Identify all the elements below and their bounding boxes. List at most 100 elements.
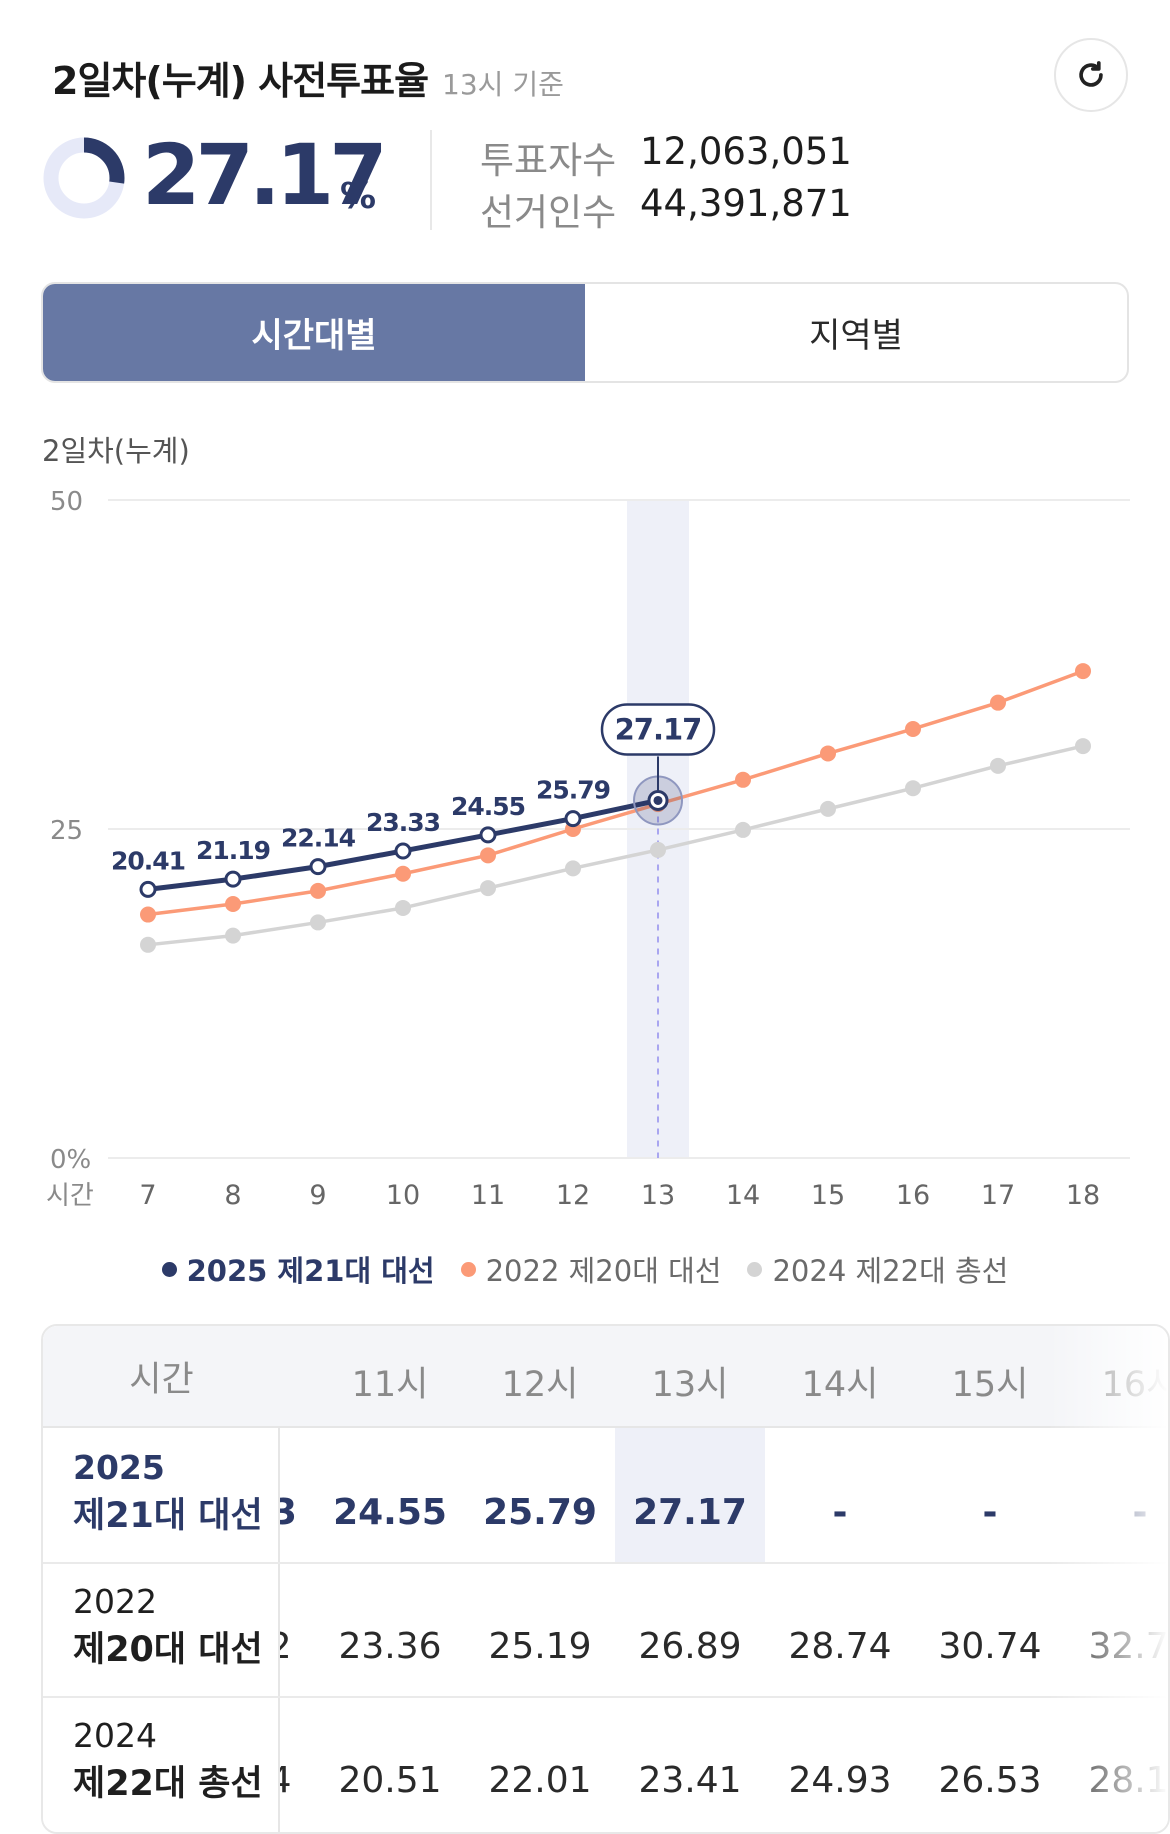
table-header-cell: 14시 <box>801 1365 879 1405</box>
table-row-label: 2024 제22대 총선 <box>73 1716 263 1806</box>
turnout-rate: 27.17 <box>142 126 388 224</box>
turnout-table: 10시11시12시13시14시15시16시23.3324.5525.7927.1… <box>41 1324 1170 1834</box>
electorate-value: 44,391,871 <box>640 182 852 225</box>
series-line <box>147 669 1084 917</box>
table-header-cell: 12시 <box>501 1365 579 1405</box>
legend-dot-icon <box>460 1261 476 1277</box>
x-axis-label: 시간 <box>46 1181 94 1211</box>
data-point <box>140 906 156 923</box>
data-label: 22.14 <box>281 824 356 853</box>
data-point <box>905 720 921 737</box>
data-point <box>480 847 496 864</box>
data-point <box>309 858 327 876</box>
data-label: 23.33 <box>366 808 440 837</box>
turnout-summary: 27.17 % 투표자수 12,063,051 선거인수 44,391,871 <box>42 126 1132 240</box>
data-point <box>990 757 1006 774</box>
legend-label: 2025 제21대 대선 <box>186 1254 435 1288</box>
table-cell: 26.53 <box>938 1760 1042 1801</box>
data-point <box>564 810 582 828</box>
scroll-fade <box>1048 1326 1168 1832</box>
voters-stat: 투표자수 12,063,051 <box>480 130 852 184</box>
table-cell: 21.62 <box>280 1626 315 1667</box>
x-tick-label: 10 <box>386 1180 420 1211</box>
tab-by-region[interactable]: 지역별 <box>809 316 903 356</box>
x-tick-label: 9 <box>309 1180 326 1211</box>
as-of-time: 13시 기준 <box>442 68 564 101</box>
data-point <box>735 821 751 838</box>
table-header-row <box>280 1326 1168 1428</box>
view-tabs: 시간대별 지역별 <box>41 282 1129 383</box>
row-divider <box>43 1562 1168 1564</box>
table-cell: 30.74 <box>938 1626 1042 1667</box>
table-cell: 23.41 <box>638 1760 742 1801</box>
table-scroll-area[interactable]: 10시11시12시13시14시15시16시23.3324.5525.7927.1… <box>280 1326 1168 1832</box>
legend-label: 2022 제20대 대선 <box>485 1254 722 1288</box>
data-point <box>225 927 241 944</box>
chart-title: 2일차(누계) <box>42 434 190 468</box>
data-point <box>394 842 412 860</box>
table-cell: 20.51 <box>338 1760 442 1801</box>
header: 2일차(누계) 사전투표율 13시 기준 <box>52 50 564 105</box>
table-cell: 26.89 <box>638 1626 742 1667</box>
row-election-name: 제21대 대선 <box>73 1496 263 1536</box>
table-cell: 25.79 <box>483 1492 597 1533</box>
table-cell: 23.33 <box>280 1492 315 1533</box>
x-tick-label: 11 <box>471 1180 505 1211</box>
callout-bubble <box>600 703 716 756</box>
table-cell: 23.36 <box>338 1626 442 1667</box>
data-point <box>140 936 156 953</box>
table-row-label: 2025 제21대 대선 <box>73 1448 263 1538</box>
table-header-cell: 11시 <box>351 1365 429 1405</box>
data-point <box>735 771 751 788</box>
x-tick-label: 13 <box>641 1180 675 1211</box>
turnout-line-chart: 50 25 0% 시간 7 8 9 10 11 12 13 14 15 16 17 18 20.41 21.19 2… <box>46 487 1130 1211</box>
data-point <box>395 865 411 882</box>
data-point <box>310 882 326 899</box>
voters-value: 12,063,051 <box>640 130 852 173</box>
legend-item[interactable]: 2022 제20대 대선 <box>460 1248 722 1290</box>
data-label: 21.19 <box>196 836 270 865</box>
data-point <box>139 880 157 898</box>
table-header-time: 시간 <box>43 1326 280 1428</box>
data-point <box>820 800 836 817</box>
data-point <box>565 860 581 877</box>
x-tick-label: 12 <box>556 1180 590 1211</box>
x-tick-label: 8 <box>224 1180 241 1211</box>
data-point <box>480 880 496 897</box>
data-point <box>225 896 241 913</box>
data-point-center <box>653 795 663 805</box>
legend-item[interactable]: 2024 제22대 총선 <box>747 1248 1008 1290</box>
highlight-column <box>615 1428 765 1562</box>
table-cell: 24.55 <box>333 1492 447 1533</box>
table-cell: - <box>832 1492 848 1533</box>
table-header-cell: 13시 <box>651 1365 729 1405</box>
data-point <box>224 870 242 888</box>
table-header-cell: 15시 <box>951 1365 1029 1405</box>
data-point <box>479 826 497 844</box>
data-label: 25.79 <box>536 776 610 805</box>
voters-label: 투표자수 <box>480 139 617 182</box>
refresh-button[interactable] <box>1054 38 1128 112</box>
series-line <box>147 744 1084 947</box>
legend-dot-icon <box>747 1261 763 1277</box>
table-row-label: 2022 제20대 대선 <box>73 1582 263 1672</box>
data-point <box>1075 663 1091 680</box>
tab-by-time[interactable]: 시간대별 <box>43 284 585 381</box>
y-tick-label: 25 <box>50 816 83 846</box>
x-tick-label: 18 <box>1066 1180 1100 1211</box>
x-tick-label: 15 <box>811 1180 845 1211</box>
electorate-stat: 선거인수 44,391,871 <box>480 182 852 236</box>
x-tick-label: 17 <box>981 1180 1015 1211</box>
table-cell: 19.04 <box>280 1760 315 1801</box>
turnout-rate-unit: % <box>340 176 377 217</box>
page-title: 2일차(누계) 사전투표율 <box>52 59 429 103</box>
table-cell: 28.74 <box>788 1626 892 1667</box>
data-point <box>310 914 326 931</box>
table-cell: 24.93 <box>788 1760 892 1801</box>
divider <box>430 130 432 230</box>
legend-item[interactable]: 2025 제21대 대선 <box>161 1248 435 1290</box>
row-year: 2022 <box>73 1582 157 1621</box>
chart-legend: 2025 제21대 대선 2022 제20대 대선 2024 제22대 총선 <box>0 1248 1170 1290</box>
table-cell: - <box>982 1492 998 1533</box>
row-year: 2025 <box>73 1448 165 1487</box>
